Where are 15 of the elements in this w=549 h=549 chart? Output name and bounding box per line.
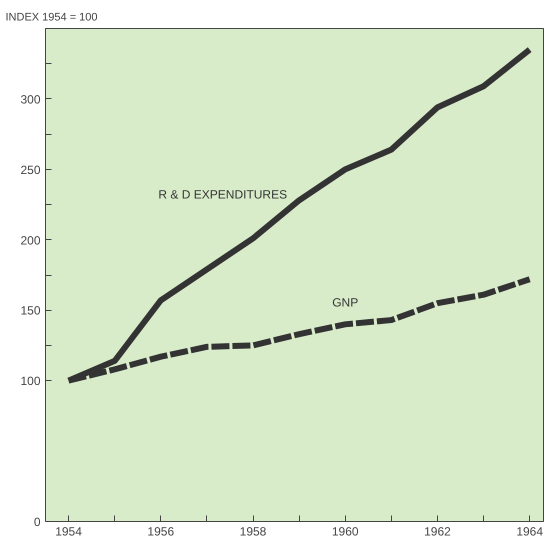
x-tick-label: 1962 (424, 524, 452, 538)
y-tick-label: 0 (34, 515, 41, 529)
y-tick-label: 250 (20, 162, 41, 177)
y-tick-label: 100 (20, 374, 41, 388)
series-label: R & D EXPENDITURES (158, 187, 288, 202)
y-tick-label: 150 (20, 304, 41, 318)
chart-title: INDEX 1954 = 100 (6, 12, 98, 24)
x-tick-label: 1964 (516, 524, 544, 538)
x-tick-label: 1956 (147, 524, 174, 538)
x-tick-label: 1958 (240, 524, 267, 538)
series-label: GNP (332, 295, 358, 310)
x-tick-label: 1960 (332, 524, 359, 538)
x-tick-label: 1954 (55, 524, 82, 538)
y-tick-label: 300 (20, 92, 41, 106)
y-tick-label: 200 (20, 233, 41, 248)
